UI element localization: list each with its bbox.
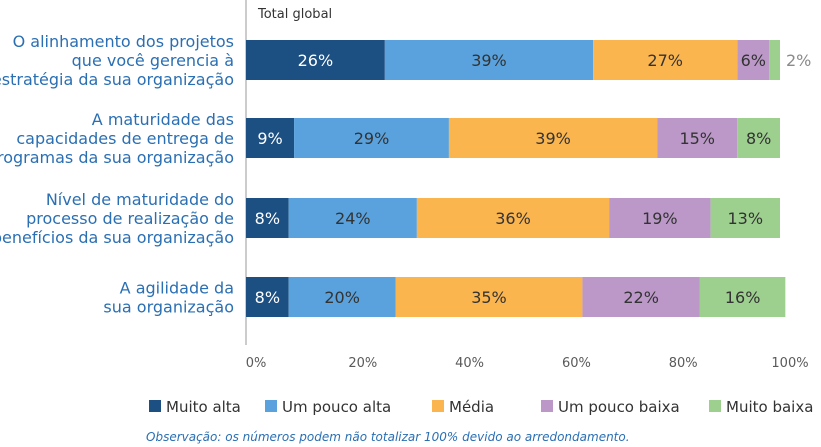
category-label: que você gerencia à: [72, 51, 234, 70]
data-label: 9%: [257, 129, 282, 148]
bars: 26% 39% 27% 6% 2% 9% 29% 39% 15% 8% 8% 24% 36% 19% 13%…: [246, 40, 811, 317]
category-label: capacidades de entrega de: [16, 129, 234, 148]
data-label: 39%: [471, 51, 507, 70]
bar-segment: [710, 198, 780, 238]
bar-segment: [699, 277, 786, 317]
bar-segment: [288, 198, 417, 238]
category-label: sua organização: [103, 298, 234, 317]
x-tick-label: 0%: [246, 356, 267, 371]
bar-segment: [593, 40, 738, 80]
chart-subtitle: Total global: [257, 7, 332, 22]
bar-segment: [246, 118, 295, 158]
data-label: 8%: [746, 129, 771, 148]
bar-segment: [416, 198, 610, 238]
legend-label: Um pouco alta: [282, 398, 391, 416]
bar-segment: [737, 118, 780, 158]
legend-swatch: [432, 400, 444, 412]
category-label: Nível de maturidade do: [46, 190, 234, 209]
bar-segment: [657, 118, 738, 158]
bar-segment: [384, 40, 594, 80]
data-label: 8%: [255, 288, 280, 307]
x-tick-label: 80%: [669, 356, 698, 371]
data-label: 15%: [679, 129, 715, 148]
data-label: 39%: [535, 129, 571, 148]
legend-swatch: [541, 400, 553, 412]
data-label: 27%: [647, 51, 683, 70]
category-label: A maturidade das: [92, 110, 234, 129]
category-label: A agilidade da: [120, 279, 234, 298]
bar-segment: [395, 277, 583, 317]
data-label: 24%: [335, 209, 371, 228]
bar-segment: [769, 40, 780, 80]
data-label: 19%: [642, 209, 678, 228]
legend-label: Um pouco baixa: [558, 398, 680, 416]
data-label: 6%: [741, 51, 766, 70]
data-label: 13%: [728, 209, 764, 228]
data-label: 22%: [623, 288, 659, 307]
category-label: programas da sua organização: [0, 148, 234, 167]
bar-segment: [288, 277, 396, 317]
x-tick-label: 60%: [562, 356, 591, 371]
data-label: 8%: [255, 209, 280, 228]
legend-label: Muito baixa: [726, 398, 813, 416]
category-label: benefícios da sua organização: [0, 228, 234, 247]
data-label: 16%: [725, 288, 761, 307]
legend-label: Média: [449, 398, 494, 416]
bar-segment: [246, 277, 289, 317]
x-axis-ticks: 0% 20% 40% 60% 80% 100%: [246, 356, 809, 371]
x-tick-label: 20%: [348, 356, 377, 371]
data-label: 26%: [298, 51, 334, 70]
bar-segment: [246, 198, 289, 238]
category-label: O alinhamento dos projetos: [13, 32, 234, 51]
bar-segment: [582, 277, 700, 317]
data-label: 29%: [354, 129, 390, 148]
x-tick-label: 100%: [771, 356, 808, 371]
category-label: estratégia da sua organização: [0, 70, 234, 89]
data-label: 20%: [324, 288, 360, 307]
data-label: 35%: [471, 288, 507, 307]
bar-segment: [294, 118, 449, 158]
legend-label: Muito alta: [166, 398, 241, 416]
footnote: Observação: os números podem não totaliz…: [146, 430, 630, 444]
data-label: 2%: [786, 51, 811, 70]
bar-segment: [246, 40, 385, 80]
bar-segment: [448, 118, 658, 158]
bar-segment: [609, 198, 711, 238]
data-label: 36%: [495, 209, 531, 228]
category-label: processo de realização de: [26, 209, 234, 228]
x-tick-label: 40%: [455, 356, 484, 371]
legend: Muito alta Um pouco alta Média Um pouco bai…: [149, 398, 813, 416]
legend-swatch: [265, 400, 277, 412]
legend-swatch: [149, 400, 161, 412]
bar-segment: [737, 40, 770, 80]
legend-swatch: [709, 400, 721, 412]
